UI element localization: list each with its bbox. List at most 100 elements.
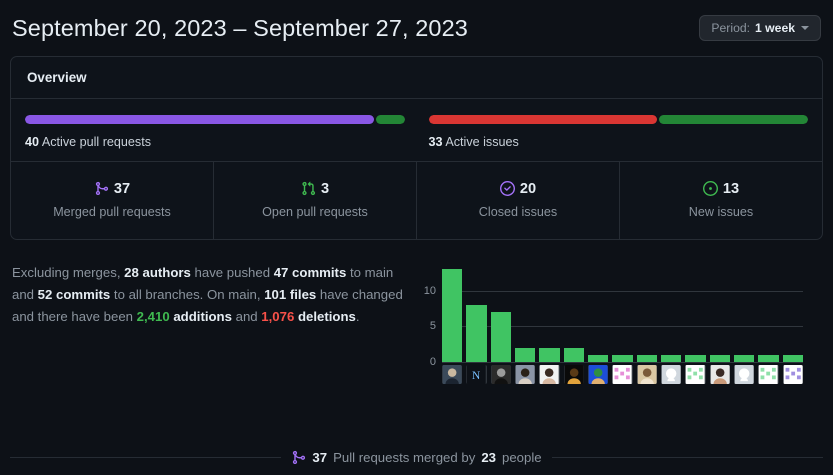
active-pull-requests-label: Active pull requests — [41, 135, 152, 149]
chart-bar-fill — [685, 354, 706, 362]
footer-rule-left — [10, 457, 282, 458]
avatar-photo-person-3[interactable] — [514, 365, 536, 384]
summary-part-11: and — [231, 309, 262, 324]
chart-bar-fill — [466, 304, 487, 362]
stat-closed-value: 20 — [519, 180, 537, 197]
active-issues-block: 33 Active issues — [428, 115, 809, 149]
avatar-photo-night[interactable] — [563, 365, 584, 384]
bar-segment-merged[interactable] — [25, 115, 375, 124]
summary-part-12: 1,076 — [261, 309, 295, 324]
avatar-identicon-green-2[interactable] — [758, 365, 779, 384]
active-issues-bar — [428, 115, 808, 124]
git-pull-request-icon — [301, 181, 316, 196]
avatar-logo-letter-n[interactable]: N — [466, 365, 487, 384]
stat-open-label: Open pull requests — [262, 205, 368, 219]
chart-bar-fill — [539, 347, 560, 362]
footer-merged-count: 37 — [312, 450, 328, 465]
chevron-down-icon — [801, 25, 809, 30]
chart-bar-11[interactable] — [685, 262, 706, 362]
footer-merged-text: Pull requests merged by — [333, 450, 476, 465]
overview-card: Overview 40 Active pull requests — [10, 56, 823, 240]
footer-people-count: 23 — [481, 450, 496, 465]
gridline-5 — [442, 326, 803, 328]
period-label: Period: — [711, 20, 751, 35]
chart-bar-7[interactable] — [587, 262, 609, 362]
chart-bar-13[interactable] — [733, 262, 755, 362]
svg-text:N: N — [472, 370, 480, 382]
chart-bar-fill — [587, 354, 609, 362]
avatar-photo-person-7[interactable] — [709, 365, 730, 384]
bar-segment-new[interactable] — [659, 115, 808, 124]
chart-bar-fill — [612, 354, 633, 362]
summary-part-6: to all branches. On main, — [110, 287, 265, 302]
summary-part-2: have pushed — [190, 265, 274, 280]
chart-bar-fill — [442, 269, 463, 362]
stat-merged-pull-requests[interactable]: 37 Merged pull requests — [11, 162, 213, 239]
avatar-identicon-purple[interactable] — [782, 365, 803, 384]
stat-new-value: 13 — [722, 180, 740, 197]
commit-summary-text: Excluding merges, 28 authors have pushed… — [12, 262, 416, 392]
stat-closed-issues[interactable]: 20 Closed issues — [416, 162, 619, 239]
avatar-photo-person-1[interactable] — [442, 365, 463, 384]
stat-new-issues[interactable]: 13 New issues — [619, 162, 822, 239]
chart-bar-8[interactable] — [612, 262, 633, 362]
lower-section: Excluding merges, 28 authors have pushed… — [10, 262, 823, 392]
git-merge-icon — [94, 181, 109, 196]
period-value: 1 week — [755, 20, 795, 35]
page-footer: 37 Pull requests merged by 23 people — [10, 450, 824, 465]
overview-bars-row: 40 Active pull requests 33 Active issues — [11, 99, 822, 161]
git-merge-icon — [291, 450, 306, 465]
gridline-10 — [442, 290, 803, 292]
issue-opened-icon — [702, 181, 718, 196]
chart-bar-5[interactable] — [539, 262, 560, 362]
summary-part-8: have changed and there have been — [12, 287, 403, 324]
chart-bar-9[interactable] — [636, 262, 657, 362]
avatar-octocat-default-1[interactable] — [660, 365, 682, 384]
chart-bar-fill — [636, 354, 657, 362]
stat-merged-top: 37 — [17, 180, 207, 197]
active-pull-requests-bar — [25, 115, 405, 124]
chart-bar-12[interactable] — [709, 262, 730, 362]
chart-bar-10[interactable] — [660, 262, 682, 362]
chart-bar-6[interactable] — [563, 262, 584, 362]
summary-part-13: deletions — [294, 309, 356, 324]
chart-bar-2[interactable] — [466, 262, 487, 362]
bar-segment-closed[interactable] — [428, 115, 658, 124]
footer-merged-summary: 37 Pull requests merged by 23 people — [291, 450, 542, 465]
avatar-photo-person-2[interactable] — [490, 365, 511, 384]
summary-part-10: additions — [169, 309, 232, 324]
bar-segment-open[interactable] — [376, 115, 405, 124]
avatar-identicon-pink[interactable] — [612, 365, 633, 384]
chart-bar-4[interactable] — [514, 262, 536, 362]
stat-open-pull-requests[interactable]: 3 Open pull requests — [213, 162, 416, 239]
chart-bar-14[interactable] — [758, 262, 779, 362]
commits-per-author-chart: 0 5 10 N — [416, 262, 821, 392]
chart-bar-15[interactable] — [782, 262, 803, 362]
summary-part-0: Excluding merges, — [12, 265, 125, 280]
stat-new-label: New issues — [688, 205, 754, 219]
chart-bar-fill — [514, 347, 536, 362]
stat-merged-label: Merged pull requests — [53, 205, 171, 219]
footer-rule-right — [551, 457, 824, 458]
avatar-photo-person-5[interactable] — [587, 365, 609, 384]
chart-plot-area: 0 5 10 — [424, 262, 803, 368]
summary-part-14: . — [355, 309, 360, 324]
chart-author-avatars: N — [442, 365, 803, 384]
avatar-identicon-green-1[interactable] — [685, 365, 706, 384]
issue-closed-icon — [499, 181, 515, 196]
active-issues-label: Active issues — [445, 135, 519, 149]
summary-part-4: to main and — [12, 265, 394, 302]
active-issues-count: 33 — [428, 135, 443, 149]
avatar-octocat-default-2[interactable] — [733, 365, 755, 384]
gridline-0 — [442, 362, 803, 363]
chart-bar-1[interactable] — [442, 262, 463, 362]
summary-part-3: 47 commits — [273, 265, 347, 280]
active-issues-caption: 33 Active issues — [429, 135, 809, 149]
period-select-button[interactable]: Period: 1 week — [699, 14, 821, 42]
summary-part-5: 52 commits — [37, 287, 111, 302]
avatar-photo-person-4[interactable] — [539, 365, 560, 384]
chart-bar-3[interactable] — [490, 262, 511, 362]
avatar-photo-person-6[interactable] — [636, 365, 657, 384]
chart-bar-fill — [563, 347, 584, 362]
